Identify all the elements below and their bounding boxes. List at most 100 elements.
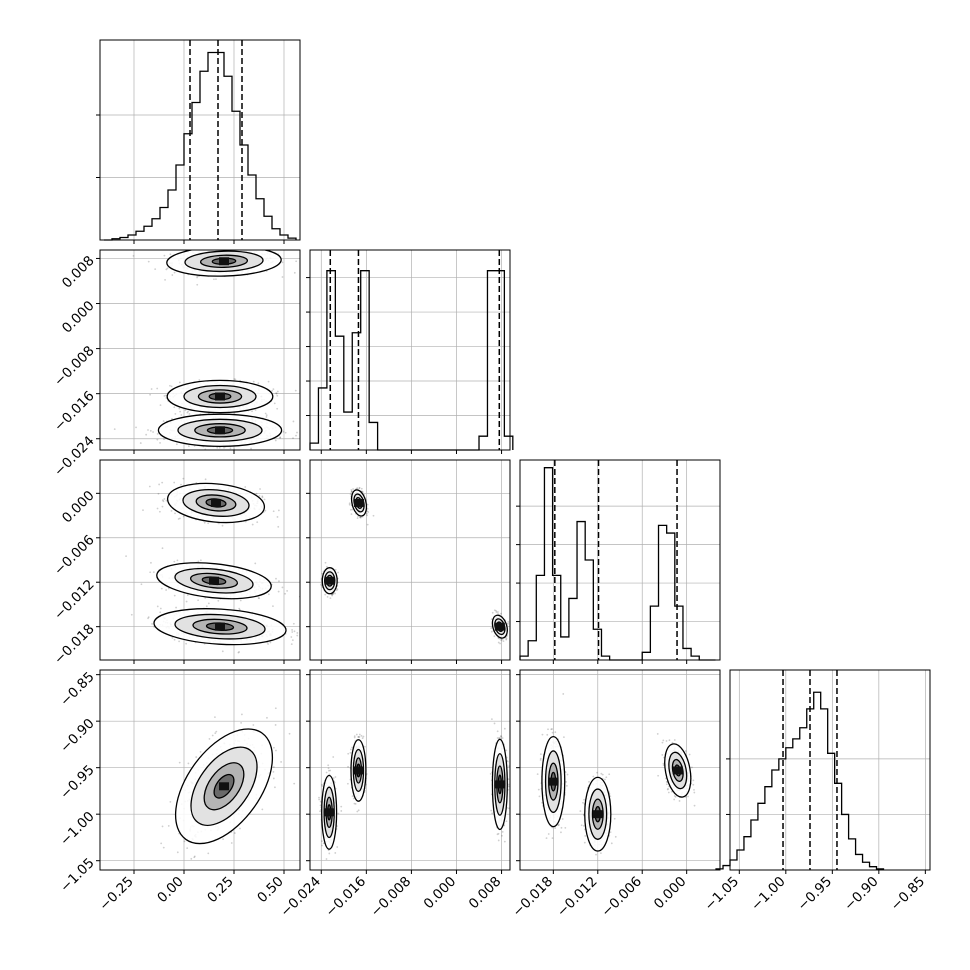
scatter-point [258, 597, 261, 600]
histogram-steps [519, 467, 716, 661]
scatter-point [267, 380, 270, 383]
scatter-point [350, 490, 353, 493]
scatter-point [251, 523, 254, 526]
scatter-point [187, 445, 190, 448]
scatter-0-3-ytick-label: −1.00 [57, 809, 98, 850]
scatter-point [351, 508, 354, 511]
scatter-point [254, 409, 257, 411]
scatter-point [272, 770, 275, 773]
scatter-point [216, 446, 219, 449]
scatter-point [365, 512, 368, 515]
scatter-point [277, 509, 280, 512]
scatter-point [296, 431, 298, 434]
scatter-point [145, 433, 148, 436]
scatter-point [215, 730, 218, 733]
scatter-point [348, 503, 351, 506]
scatter-point [152, 571, 155, 574]
scatter-point [267, 593, 270, 596]
scatter-point [186, 411, 189, 414]
scatter-point [244, 486, 247, 488]
scatter-point [156, 507, 159, 510]
scatter-point [175, 443, 178, 446]
scatter-point [169, 800, 172, 803]
scatter-point [239, 247, 241, 249]
scatter-point [196, 283, 199, 286]
scatter-point [266, 716, 268, 719]
scatter-0-1-ytick-label: 0.008 [59, 253, 98, 292]
scatter-point [331, 594, 334, 597]
scatter-point [184, 409, 187, 412]
scatter-content [125, 477, 300, 654]
scatter-point [334, 776, 337, 778]
scatter-point [180, 414, 183, 416]
scatter-point [187, 762, 190, 765]
scatter-point [334, 568, 337, 571]
scatter-point [264, 509, 267, 512]
scatter-0-3-xtick-label: −0.25 [96, 874, 137, 915]
scatter-point [326, 595, 329, 598]
scatter-point [319, 810, 321, 813]
scatter-point [217, 246, 219, 248]
scatter-point [507, 622, 509, 625]
scatter-point [276, 407, 279, 410]
scatter-point [274, 707, 277, 710]
scatter-point [183, 840, 186, 843]
scatter-point [291, 639, 294, 642]
scatter-point [113, 428, 116, 431]
scatter-point [149, 429, 152, 432]
scatter-point [179, 517, 181, 520]
scatter-point [493, 609, 496, 612]
scatter-point [359, 516, 362, 519]
scatter-point [206, 452, 208, 454]
scatter-point [198, 379, 201, 381]
scatter-point [178, 407, 181, 410]
scatter-point [176, 851, 179, 854]
scatter-point [162, 500, 165, 503]
scatter-point [340, 805, 343, 808]
scatter-point [149, 571, 152, 574]
scatter-point [169, 384, 171, 387]
scatter-point [329, 597, 332, 600]
scatter-point [158, 510, 161, 513]
scatter-point [281, 261, 284, 264]
scatter-point [156, 438, 159, 441]
scatter-point [505, 637, 508, 640]
scatter-point [271, 389, 274, 392]
scatter-point [500, 612, 502, 615]
scatter-point [275, 392, 278, 395]
panel-frame [99, 39, 301, 241]
scatter-point [163, 254, 166, 257]
scatter-point [356, 487, 359, 490]
scatter-point [173, 481, 176, 484]
density-peak [354, 498, 365, 507]
density-peak [211, 498, 221, 507]
scatter-point [213, 278, 215, 281]
scatter-point [324, 593, 327, 596]
density-peak [215, 426, 225, 435]
scatter-point [125, 555, 127, 558]
scatter-point [321, 844, 323, 847]
scatter-0-3-xtick-label: 0.50 [254, 874, 287, 907]
scatter-point [199, 559, 202, 562]
scatter-point [171, 417, 173, 420]
scatter-0-3-ytick-label: −0.95 [57, 762, 98, 803]
scatter-point [290, 643, 293, 645]
scatter-point [507, 621, 510, 623]
histogram-steps [715, 691, 885, 870]
scatter-point [217, 599, 220, 602]
scatter-point [497, 611, 499, 613]
scatter-0-1-ytick-label: 0.000 [59, 298, 98, 337]
scatter-0-1-ytick-label: −0.024 [51, 433, 98, 480]
scatter-point [258, 495, 261, 497]
scatter-point [279, 437, 281, 439]
density-peak [215, 622, 225, 631]
scatter-point [263, 498, 266, 501]
scatter-point [231, 244, 233, 246]
scatter-point [276, 247, 278, 249]
scatter-point [348, 502, 351, 505]
scatter-point [360, 487, 363, 490]
scatter-point [195, 756, 198, 758]
scatter-point [211, 734, 214, 737]
density-peak [324, 576, 335, 585]
scatter-point [359, 516, 361, 519]
